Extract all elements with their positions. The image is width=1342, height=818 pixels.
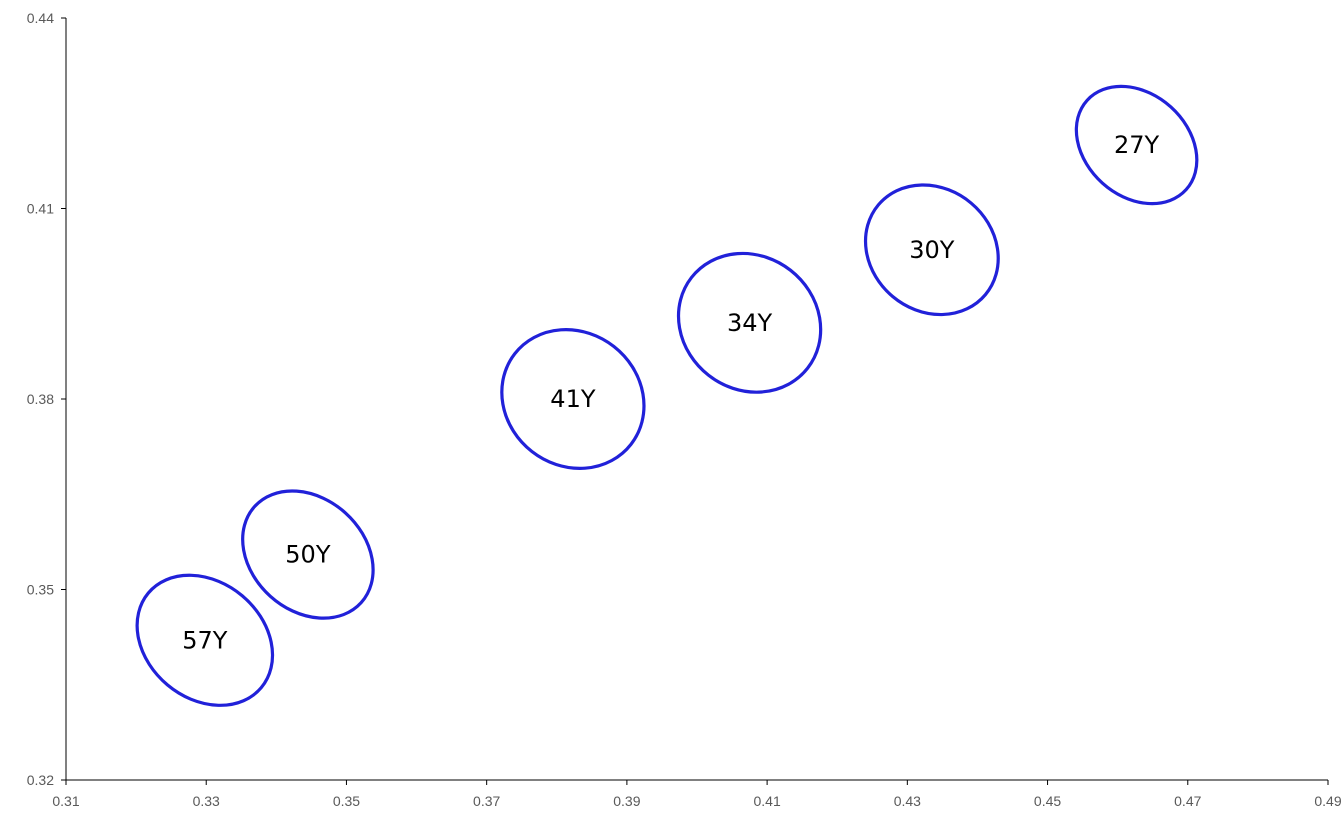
ellipse-label-27y: 27Y	[1114, 131, 1160, 159]
x-tick-label: 0.37	[473, 793, 500, 809]
ellipse-27y	[1074, 84, 1199, 206]
x-tick-label: 0.49	[1314, 793, 1341, 809]
axes: 0.31 0.33 0.35 0.37 0.39 0.41 0.43 0.45 0.47 0.49…	[27, 10, 1342, 809]
ellipse-50y	[241, 489, 375, 620]
y-tick-label: 0.35	[27, 582, 54, 598]
x-tick-label: 0.41	[753, 793, 780, 809]
ellipse-series	[135, 84, 1199, 707]
y-tick-label: 0.32	[27, 772, 54, 788]
x-tick-label: 0.43	[894, 793, 921, 809]
x-tick-label: 0.47	[1174, 793, 1201, 809]
x-tick-label: 0.33	[193, 793, 220, 809]
y-tick-label: 0.38	[27, 391, 54, 407]
x-tick-label: 0.31	[52, 793, 79, 809]
ellipse-57y	[135, 573, 275, 707]
x-tick-label: 0.45	[1034, 793, 1061, 809]
ellipse-label-57y: 57Y	[182, 626, 228, 654]
ellipse-label-30y: 30Y	[909, 236, 955, 264]
ellipse-41y	[500, 328, 646, 470]
ellipse-label-34y: 34Y	[727, 309, 773, 337]
ellipse-labels: 57Y 50Y 41Y 34Y 30Y 27Y	[182, 131, 1159, 654]
x-tick-label: 0.35	[333, 793, 360, 809]
y-tick-label: 0.44	[27, 10, 54, 26]
ellipse-30y	[863, 183, 1000, 317]
x-tick-label: 0.39	[613, 793, 640, 809]
ellipse-label-50y: 50Y	[285, 541, 331, 569]
y-tick-label: 0.41	[27, 201, 54, 217]
ellipse-label-41y: 41Y	[550, 385, 596, 413]
ellipse-34y	[676, 251, 823, 394]
